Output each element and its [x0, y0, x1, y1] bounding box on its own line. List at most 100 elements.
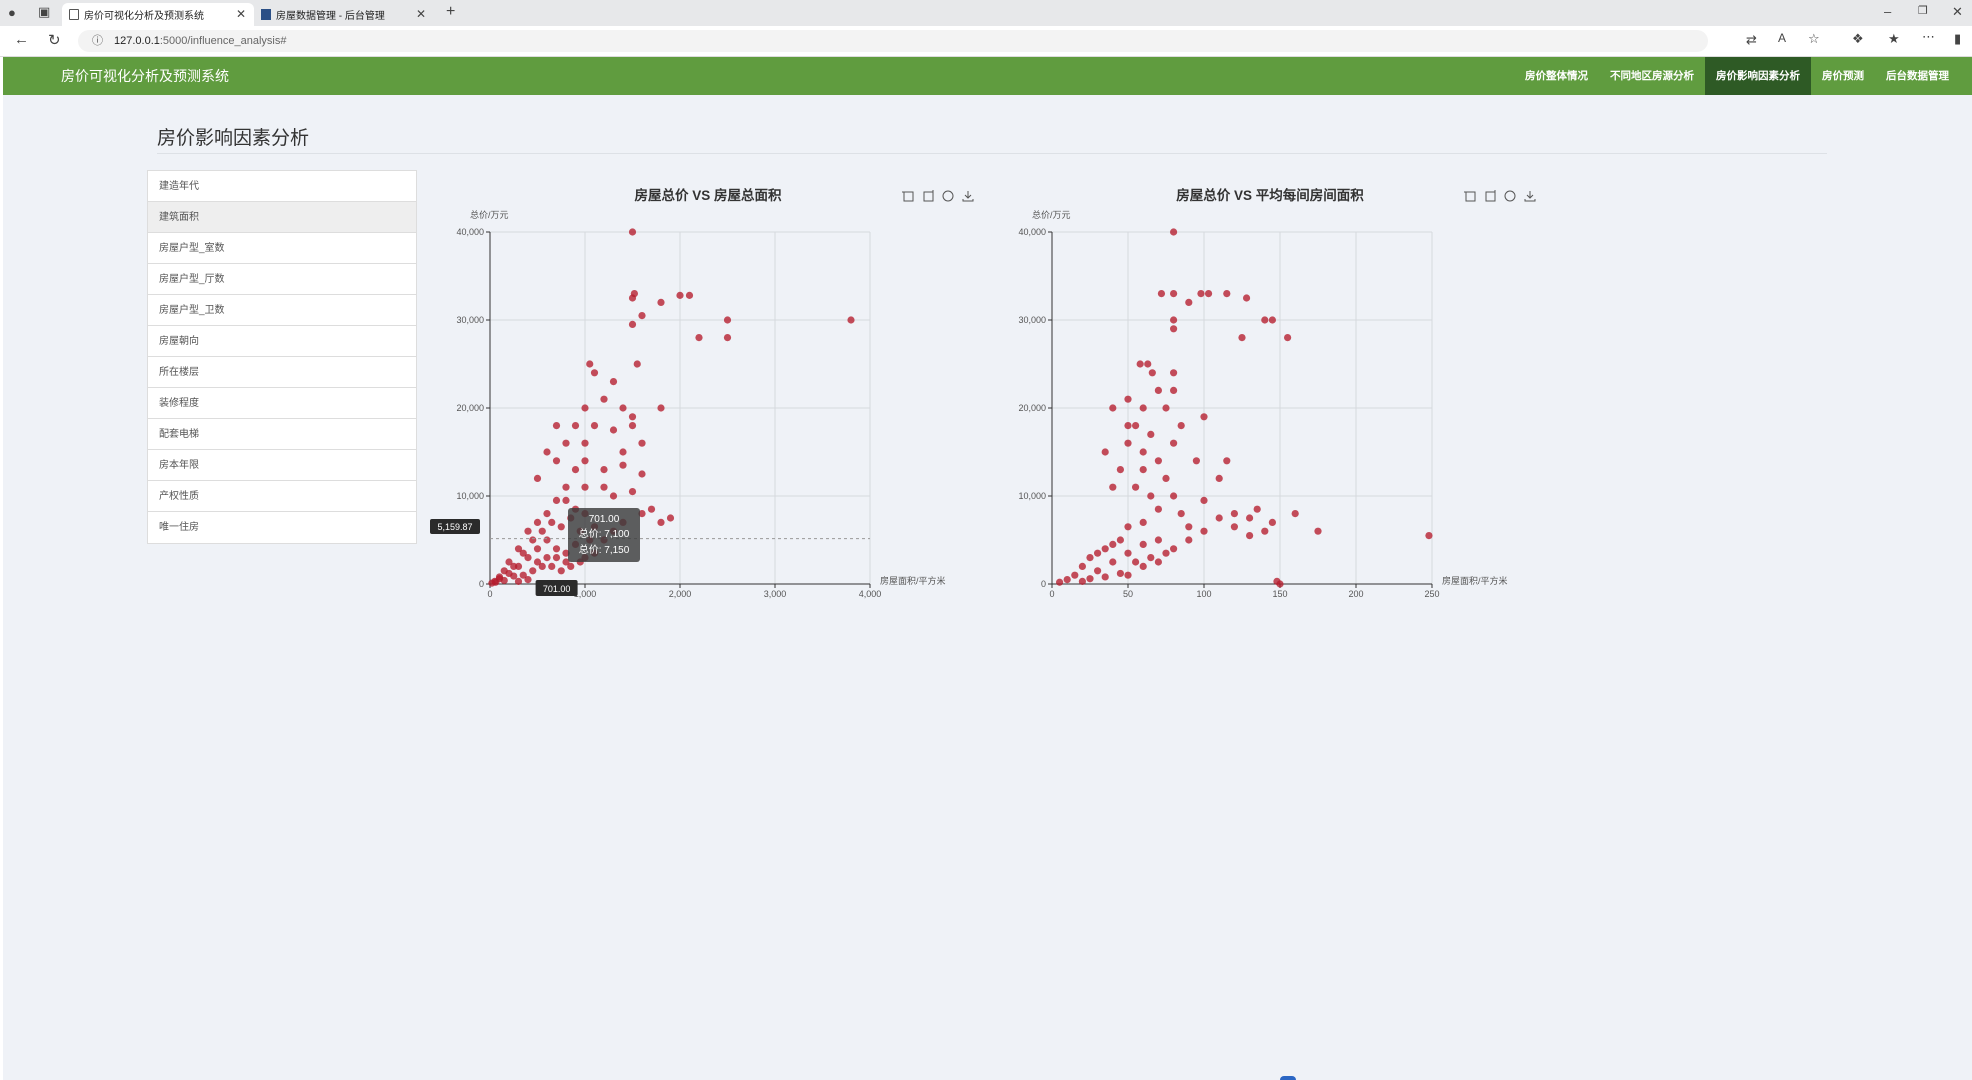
data-point[interactable] [1124, 439, 1132, 447]
zoom-icon[interactable] [902, 191, 914, 202]
data-point[interactable] [1139, 466, 1147, 474]
data-point[interactable] [1124, 395, 1132, 403]
data-point[interactable] [1170, 545, 1178, 553]
data-point[interactable] [647, 505, 656, 513]
window-close-icon[interactable]: ✕ [1952, 4, 1963, 19]
profile-icon[interactable]: ● [8, 5, 16, 20]
data-point[interactable] [590, 422, 599, 430]
data-point[interactable] [552, 457, 561, 465]
data-point[interactable] [1230, 510, 1238, 518]
sidebar-icon[interactable]: ▮ [1954, 31, 1962, 46]
data-point[interactable] [552, 545, 561, 553]
data-point[interactable] [1242, 294, 1251, 302]
data-point[interactable] [590, 369, 599, 377]
data-point[interactable] [543, 554, 551, 562]
data-point[interactable] [510, 572, 518, 580]
data-point[interactable] [666, 514, 675, 522]
data-point[interactable] [1078, 562, 1086, 570]
data-point[interactable] [538, 562, 546, 570]
browser-tab-active[interactable]: 房价可视化分析及预测系统 ✕ [62, 3, 254, 26]
data-point[interactable] [1101, 545, 1109, 553]
data-point[interactable] [1246, 514, 1254, 522]
data-point[interactable] [1147, 430, 1155, 438]
data-point[interactable] [1170, 290, 1178, 298]
data-point[interactable] [1170, 316, 1178, 324]
data-point[interactable] [638, 439, 646, 447]
data-point[interactable] [1132, 483, 1140, 491]
data-point[interactable] [600, 395, 608, 403]
data-point[interactable] [619, 461, 627, 469]
data-point[interactable] [1124, 549, 1132, 557]
factor-item[interactable]: 房屋朝向 [148, 326, 416, 357]
data-point[interactable] [1276, 580, 1284, 588]
data-point[interactable] [1078, 577, 1086, 585]
data-point[interactable] [847, 316, 855, 324]
new-tab-icon[interactable]: + [446, 3, 456, 20]
data-point[interactable] [519, 549, 527, 557]
zoom-icon[interactable] [1464, 191, 1476, 202]
data-point[interactable] [638, 312, 646, 320]
data-point[interactable] [628, 320, 637, 328]
data-point[interactable] [1136, 360, 1144, 368]
data-point[interactable] [1291, 510, 1299, 518]
data-point[interactable] [676, 291, 684, 299]
data-point[interactable] [1148, 369, 1156, 377]
data-point[interactable] [514, 577, 523, 585]
data-point[interactable] [519, 571, 527, 579]
data-point[interactable] [562, 558, 570, 566]
data-point[interactable] [1139, 448, 1147, 456]
favorites-icon[interactable]: ★ [1888, 31, 1900, 46]
data-point[interactable] [1094, 549, 1102, 557]
factor-item[interactable]: 唯一住房 [159, 522, 199, 533]
data-point[interactable] [538, 527, 546, 535]
data-point[interactable] [533, 518, 542, 526]
data-point[interactable] [571, 466, 580, 474]
data-point[interactable] [657, 518, 665, 526]
factor-item-selected[interactable]: 建筑面积 [148, 202, 416, 233]
data-point[interactable] [581, 457, 589, 465]
data-point[interactable] [1197, 290, 1205, 298]
data-point[interactable] [1116, 536, 1124, 544]
data-point[interactable] [529, 567, 537, 575]
data-point[interactable] [543, 536, 551, 544]
factor-item[interactable]: 产权性质 [148, 481, 416, 512]
data-point[interactable] [562, 496, 570, 504]
data-point[interactable] [1139, 518, 1147, 526]
app-brand[interactable]: 房价可视化分析及预测系统 [61, 68, 229, 84]
data-point[interactable] [552, 554, 561, 562]
data-point[interactable] [543, 448, 551, 456]
data-point[interactable] [1124, 523, 1132, 531]
data-point[interactable] [552, 422, 561, 430]
data-point[interactable] [557, 523, 565, 531]
data-point[interactable] [628, 228, 637, 236]
data-point[interactable] [1139, 540, 1147, 548]
tab-actions-icon[interactable]: ▣ [38, 4, 51, 19]
translate-icon[interactable]: ⇄ [1746, 32, 1757, 47]
data-point[interactable] [1230, 523, 1238, 531]
data-point[interactable] [1154, 536, 1162, 544]
data-point[interactable] [628, 422, 637, 430]
data-point[interactable] [685, 291, 694, 299]
data-point[interactable] [533, 474, 542, 482]
data-point[interactable] [619, 404, 627, 412]
data-point[interactable] [628, 488, 637, 496]
data-point[interactable] [1157, 290, 1166, 298]
zoom-reset-icon[interactable] [923, 190, 934, 202]
data-point[interactable] [1094, 567, 1102, 575]
data-point[interactable] [1144, 360, 1152, 368]
data-point[interactable] [514, 545, 523, 553]
data-point[interactable] [505, 558, 513, 566]
nav-region[interactable]: 不同地区房源分析 [1610, 70, 1694, 82]
extensions-icon[interactable]: ❖ [1852, 31, 1864, 46]
data-point[interactable] [514, 562, 523, 570]
data-point[interactable] [1238, 334, 1246, 342]
data-point[interactable] [1170, 439, 1178, 447]
data-point[interactable] [1200, 413, 1208, 421]
data-point[interactable] [633, 360, 641, 368]
restore-icon[interactable] [1504, 190, 1516, 202]
data-point[interactable] [1200, 527, 1208, 535]
data-point[interactable] [1185, 536, 1193, 544]
close-tab-icon[interactable]: ✕ [415, 7, 426, 21]
data-point[interactable] [1162, 549, 1170, 557]
minimize-icon[interactable]: – [1884, 4, 1892, 19]
